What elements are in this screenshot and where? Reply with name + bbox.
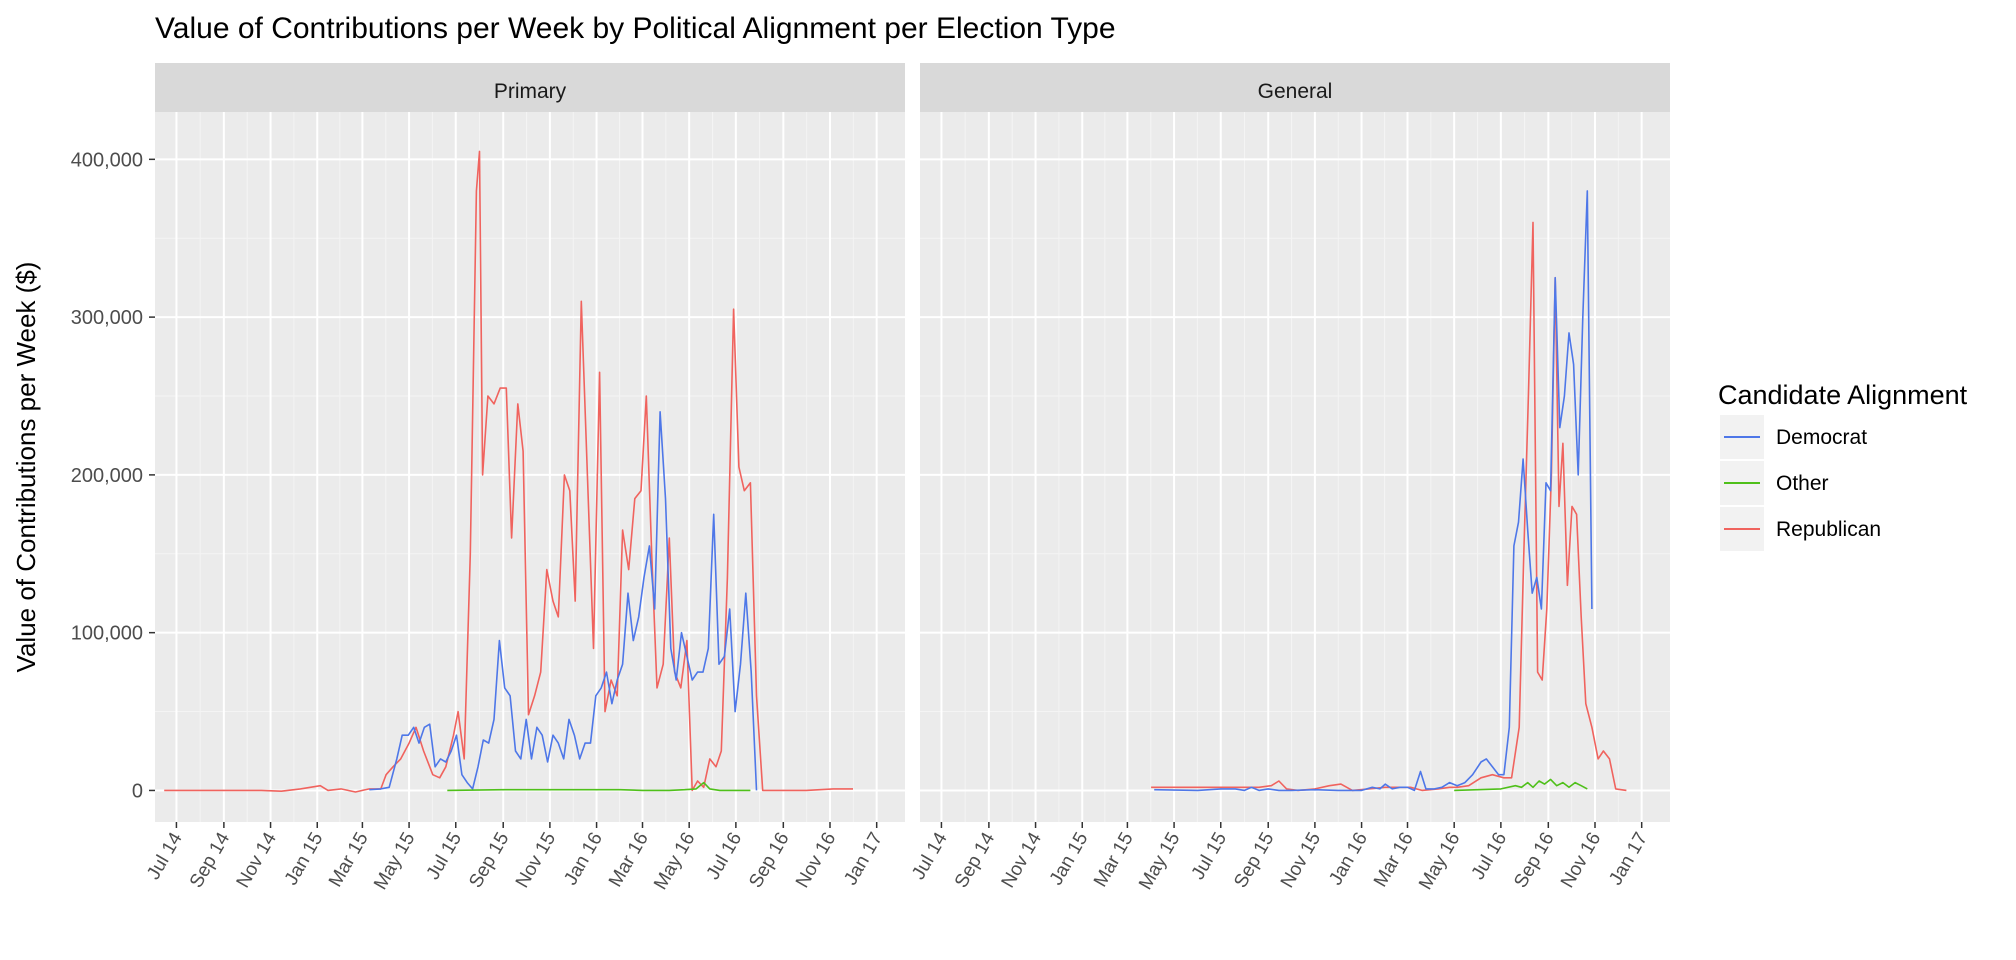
x-tick-label: Jul 14 [143, 829, 187, 884]
strip-label-primary: Primary [494, 80, 567, 103]
x-tick-label: May 16 [650, 829, 699, 893]
gridlines-general [920, 112, 1670, 822]
x-tick-label: Mar 15 [1090, 829, 1138, 891]
x-tick-label: May 15 [370, 829, 419, 893]
x-tick-label: Jan 17 [1605, 829, 1652, 889]
x-tick-label: Nov 14 [233, 829, 282, 892]
series-line-democrat [1154, 190, 1593, 792]
x-tick-label: May 15 [1135, 829, 1184, 893]
x-tick-label: Sep 14 [951, 829, 1000, 892]
y-tick-label: 300,000 [71, 307, 143, 329]
x-tick-label: Jul 15 [1188, 829, 1232, 883]
series-line-other [1454, 778, 1588, 792]
legend-entries: Democrat Other Republican [1720, 415, 1881, 551]
x-tick-label: Jan 15 [1046, 829, 1093, 889]
x-tick-label: Mar 15 [325, 829, 373, 891]
legend-label-other: Other [1776, 472, 1829, 495]
series-line-other [447, 781, 751, 792]
series-lines-general [1151, 190, 1627, 792]
x-tick-label: Nov 16 [1557, 829, 1605, 892]
x-tick-label: May 16 [1415, 829, 1464, 893]
strip-general [920, 63, 1670, 112]
y-axis: 0 100,000 200,000 300,000 400,000 [71, 149, 155, 802]
x-tick-label: Sep 15 [465, 829, 513, 892]
x-tick-label: Mar 16 [605, 829, 653, 891]
x-tick-label: Jan 15 [281, 829, 328, 889]
series-line-democrat [369, 410, 758, 791]
strip-label-general: General [1258, 80, 1333, 103]
x-tick-label: Sep 14 [186, 829, 235, 892]
plot-background-general [920, 112, 1670, 822]
x-tick-label: Sep 15 [1230, 829, 1278, 892]
y-tick-label: 100,000 [71, 623, 143, 645]
x-tick-label: Nov 14 [998, 829, 1047, 892]
legend-label-republican: Republican [1776, 518, 1881, 541]
x-tick-label: Jan 16 [1325, 829, 1372, 889]
x-tick-label: Sep 16 [1510, 829, 1558, 892]
y-tick-label: 400,000 [71, 149, 143, 171]
x-tick-label: Nov 15 [1277, 829, 1325, 892]
series-line-republican [164, 150, 853, 793]
plot-background-primary [155, 112, 905, 822]
x-tick-label: Nov 16 [792, 829, 840, 892]
x-tick-label: Jul 14 [908, 829, 952, 884]
x-tick-label: Mar 16 [1370, 829, 1418, 891]
x-tick-label: Jan 16 [560, 829, 607, 889]
panel-primary: Primary [155, 63, 905, 822]
strip-primary [155, 63, 905, 112]
x-tick-label: Jan 17 [840, 829, 887, 889]
chart-title: Value of Contributions per Week by Polit… [155, 12, 1116, 45]
panel-general: General [920, 63, 1670, 822]
y-tick-label: 200,000 [71, 465, 143, 487]
x-tick-label: Jul 16 [1468, 829, 1512, 883]
x-tick-label: Jul 15 [423, 829, 467, 883]
x-tick-label: Jul 16 [703, 829, 747, 883]
x-tick-label: Sep 16 [745, 829, 793, 892]
legend: Candidate Alignment Democrat Other Republi… [1718, 380, 1968, 551]
x-tick-label: Nov 15 [512, 829, 560, 892]
y-axis-label: Value of Contributions per Week ($) [11, 262, 41, 673]
legend-title: Candidate Alignment [1718, 380, 1968, 410]
y-tick-label: 0 [132, 780, 143, 802]
legend-label-democrat: Democrat [1776, 426, 1867, 449]
series-lines-primary [164, 150, 853, 793]
